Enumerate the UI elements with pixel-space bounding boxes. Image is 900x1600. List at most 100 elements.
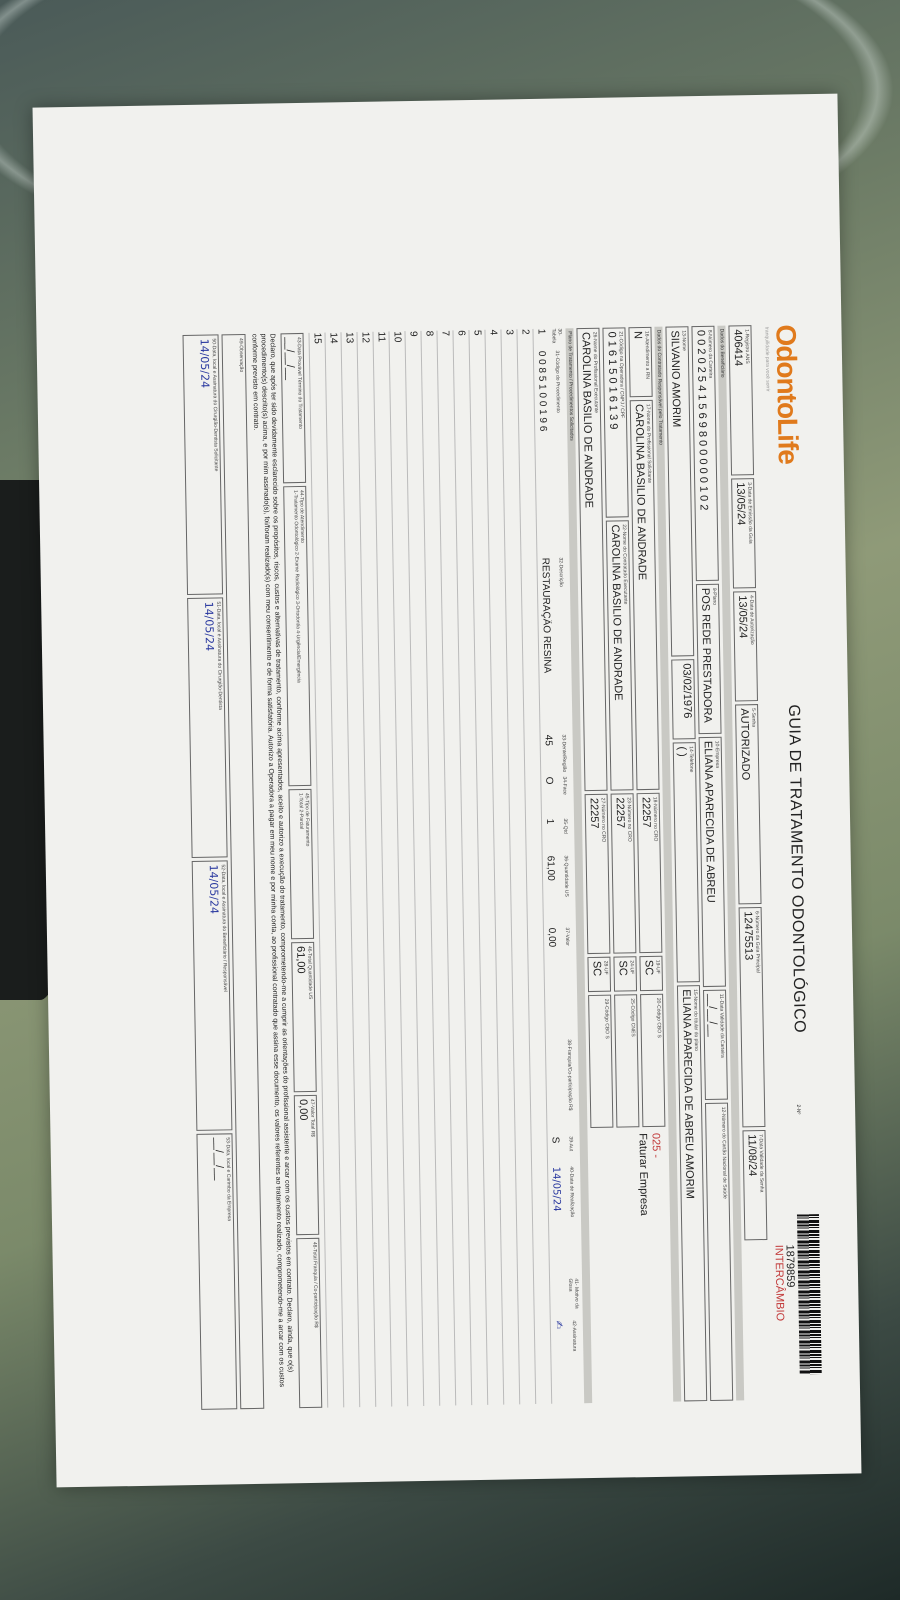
cell-value [327, 932, 329, 1042]
cell-franchise [521, 1040, 523, 1135]
cell-sig: ✍ [552, 1320, 564, 1330]
cell-sig [414, 1323, 415, 1406]
cell-tooth [452, 736, 453, 776]
cell-qty [502, 820, 503, 855]
field-card-validity: 11-Data Validade da Carteira __/__/__ [703, 989, 728, 1101]
cell-desc: RESTAURAÇÃO RESINA [539, 557, 553, 674]
cell-sig [462, 1322, 463, 1405]
cell-sig [542, 1321, 543, 1404]
cell-sig [398, 1323, 399, 1406]
field-auth-date: 4-Data de Autorização 13/05/24 [733, 591, 758, 702]
cell-desc [497, 559, 500, 734]
cell-tooth [484, 736, 485, 776]
cell-date [524, 1167, 526, 1277]
cell-sig [446, 1323, 447, 1406]
cell-face [517, 777, 518, 817]
cell-date [380, 1170, 382, 1280]
cell-face [357, 780, 358, 820]
cell-reason [510, 1279, 511, 1319]
cell-reason [398, 1281, 399, 1321]
field-total-us: 46-Total Quantidade US 61,00 [291, 941, 317, 1093]
field-cro-3: 27-Número no CRO 22257 [584, 793, 611, 955]
cell-code [445, 352, 449, 557]
signature-requesting-dentist: 50-Data, local e Assinatura do Cirurgião… [182, 334, 224, 596]
column-header: 42-Assinatura [570, 1320, 578, 1352]
cell-franchise [393, 1042, 395, 1137]
cell-value [375, 931, 377, 1041]
column-header: 39-Aut [567, 1136, 574, 1152]
billing-code: 025 - [649, 1132, 662, 1159]
cell-code [381, 354, 385, 559]
cell-reason [382, 1282, 383, 1322]
cell-date [428, 1169, 430, 1279]
cell-qty [518, 819, 519, 854]
cell-value [519, 928, 521, 1038]
cell-code [509, 351, 513, 556]
cell-tooth [324, 739, 325, 779]
column-header: 33-Dente/Região [560, 734, 568, 773]
cell-value [407, 930, 409, 1040]
cell-date [444, 1169, 446, 1279]
cell-franchise [553, 1040, 555, 1135]
cell-face [437, 779, 438, 819]
cell-value [535, 928, 537, 1038]
cell-date [540, 1167, 542, 1277]
field-operator-code: 21-Código na Operadora / CNPJ / CPF 0 1 6… [602, 327, 629, 518]
cell-franchise [473, 1041, 475, 1136]
cell-face [453, 778, 454, 818]
field-cnes: 25-Código CNES [614, 994, 640, 1128]
cell-franchise [361, 1043, 363, 1138]
cell-us [422, 858, 423, 928]
field-cbo-2: 29-Código CBO S [588, 994, 614, 1129]
column-header: 40-Data de Realização [568, 1166, 575, 1218]
cell-us [390, 859, 391, 929]
cell-tooth [372, 738, 373, 778]
cell-desc [337, 561, 340, 736]
field-total-value: 47-Valor Total R$ 0,00 [293, 1094, 320, 1236]
cell-desc [353, 561, 356, 736]
cell-value: 0,00 [545, 927, 558, 948]
cell-sig [478, 1322, 479, 1405]
cell-desc [529, 558, 532, 733]
cell-tooth [340, 738, 341, 778]
cell-desc [385, 561, 388, 736]
cell-face [389, 780, 390, 820]
field-cro-2: 23-Número no CRO 22257 [610, 793, 637, 954]
cell-qty [454, 820, 455, 855]
cell-reason [558, 1279, 559, 1319]
cell-date [460, 1168, 462, 1278]
cell-us [438, 858, 439, 928]
cell-us: 61,00 [544, 855, 557, 881]
cell-tooth [420, 737, 421, 777]
cell-tooth [532, 735, 533, 775]
cell-reason [542, 1279, 543, 1319]
cell-reason [350, 1282, 351, 1322]
logo-tagline: tranquilidade para você sorrir [763, 326, 771, 392]
cell-date [476, 1168, 478, 1278]
cell-qty [342, 822, 343, 857]
cell-aut: S [549, 1136, 561, 1144]
company-stamp: 53-Data, local e Carimbo da Empresa __/__… [196, 1133, 238, 1410]
cell-n: 4 [487, 329, 499, 336]
cell-qty [374, 822, 375, 857]
odontolife-logo: OdontoLife [770, 324, 804, 465]
cell-qty [534, 819, 535, 854]
field-card-number: 8-Número da Carteira 0 0 2 0 2 5 4 1 5 6 … [691, 325, 719, 582]
cell-date [412, 1169, 414, 1279]
cell-tooth [468, 736, 469, 776]
field-plan: 9-Plano POS REDE PRESTADORA [695, 583, 722, 735]
intercambio-badge: INTERCÂMBIO [772, 1244, 786, 1322]
cell-desc [433, 560, 436, 735]
cell-value [343, 931, 345, 1041]
cell-code: 0 0 8 5 1 0 0 1 9 6 [535, 350, 549, 432]
cell-qty [438, 821, 439, 856]
cell-us [534, 856, 535, 926]
cell-reason [414, 1281, 415, 1321]
dental-treatment-guide: OdontoLife tranquilidade para você sorri… [141, 324, 822, 1410]
via-label: 2-Nº [795, 1104, 802, 1115]
cell-face [469, 778, 470, 818]
field-requesting-professional: 17-Nome do Profissional Solicitante CAROL… [629, 399, 660, 791]
cell-us [470, 857, 471, 927]
cell-desc [401, 560, 404, 735]
cell-desc [449, 559, 452, 734]
